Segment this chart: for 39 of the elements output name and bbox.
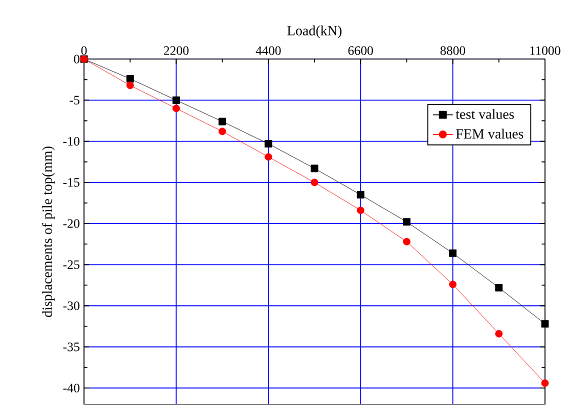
point xyxy=(541,320,549,328)
point xyxy=(402,218,410,226)
point xyxy=(495,330,503,338)
point xyxy=(218,127,226,135)
point xyxy=(264,140,272,148)
x-tick-label: 4400 xyxy=(256,46,281,55)
legend-label: FEM values xyxy=(456,128,524,138)
point xyxy=(356,190,364,198)
y-tick-label: -25 xyxy=(63,260,80,269)
x-tick-label: 0 xyxy=(81,46,87,55)
y-tick-label: -30 xyxy=(63,301,80,310)
point xyxy=(495,284,503,292)
y-axis-title: displacements of pile top(mm) xyxy=(42,146,55,317)
y-tick-label: -15 xyxy=(63,178,80,186)
point xyxy=(218,118,226,126)
point xyxy=(172,104,180,112)
y-tick-label: -35 xyxy=(63,342,80,351)
point xyxy=(264,152,272,160)
legend-label: test values xyxy=(456,108,514,119)
point xyxy=(402,238,410,246)
point xyxy=(126,81,134,89)
point xyxy=(126,74,134,82)
x-tick-label: 6600 xyxy=(348,46,373,55)
x-tick-label: 8800 xyxy=(440,46,466,55)
point xyxy=(541,379,549,387)
y-tick-label: -5 xyxy=(70,96,80,104)
y-tick-label: -20 xyxy=(63,218,80,228)
x-axis-title: Load(kN) xyxy=(287,25,342,38)
point xyxy=(356,206,364,214)
point xyxy=(310,164,318,172)
x-tick-label: 2200 xyxy=(164,46,189,55)
point xyxy=(449,280,457,288)
point xyxy=(310,178,318,186)
x-tick-label: 11000 xyxy=(530,46,560,55)
y-tick-label: 0 xyxy=(74,54,80,64)
y-tick-label: -40 xyxy=(63,383,80,392)
point xyxy=(449,249,457,257)
point xyxy=(172,96,180,104)
y-tick-label: -10 xyxy=(63,136,80,146)
